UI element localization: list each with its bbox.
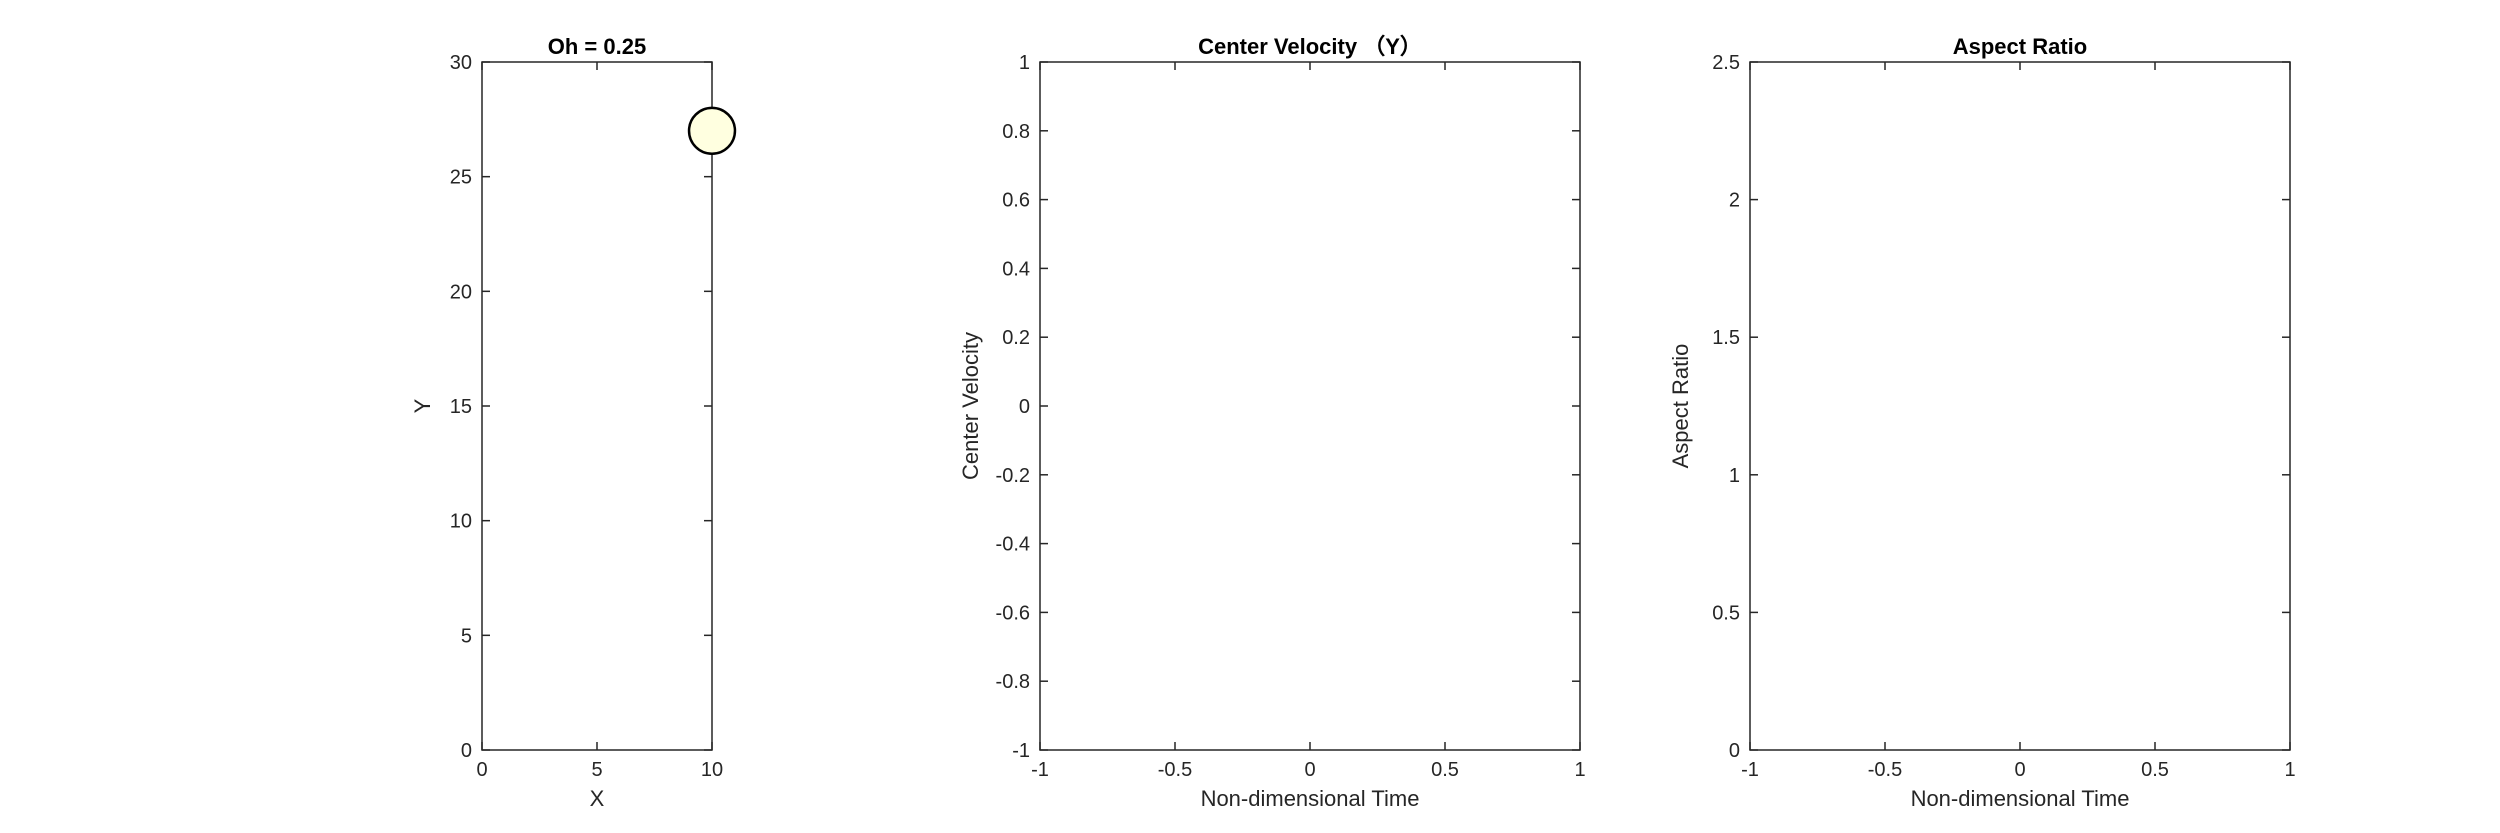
y-tick-label-velocity: 0: [1019, 396, 1030, 418]
y-tick-label-position: 15: [450, 396, 472, 418]
y-tick-labels-aspect-ratio: 0 0.5 1 1.5 2 2.5: [1712, 52, 1740, 762]
y-tick-label-velocity: -0.6: [996, 602, 1030, 624]
y-tick-label-position: 0: [461, 740, 472, 762]
panel-position: 0 5 10 0 5 10 15 20 25 30 Oh = 0.25 X Y: [410, 34, 737, 811]
x-tick-label-velocity: -0.5: [1158, 759, 1192, 781]
y-tick-label-velocity: -0.2: [996, 465, 1030, 487]
y-tick-labels-position: 0 5 10 15 20 25 30: [450, 52, 472, 762]
x-tick-label-position: 10: [701, 759, 723, 781]
plot-area-velocity: [1039, 61, 1581, 751]
x-axis-label-position: X: [590, 786, 605, 811]
y-tick-label-velocity: 0.2: [1002, 327, 1030, 349]
y-tick-label-aspect-ratio: 0.5: [1712, 602, 1740, 624]
x-tick-label-aspect-ratio: 1: [2284, 759, 2295, 781]
tick-marks-position: [481, 61, 713, 751]
x-tick-labels-aspect-ratio: -1 -0.5 0 0.5 1: [1741, 759, 2295, 781]
y-tick-labels-velocity: -1 -0.8 -0.6 -0.4 -0.2 0 0.2 0.4 0.6 0.8 1: [996, 52, 1030, 762]
droplet-shape: [687, 106, 737, 156]
x-tick-label-velocity: -1: [1031, 759, 1049, 781]
y-tick-label-velocity: 1: [1019, 52, 1030, 74]
x-tick-label-aspect-ratio: -0.5: [1868, 759, 1902, 781]
x-axis-label-aspect-ratio: Non-dimensional Time: [1911, 786, 2130, 811]
y-tick-label-position: 25: [450, 167, 472, 189]
tick-marks-velocity: [1039, 61, 1581, 751]
x-tick-label-velocity: 0: [1304, 759, 1315, 781]
chart-title-velocity: Center Velocity （Y）: [1198, 34, 1422, 59]
panel-aspect-ratio: -1 -0.5 0 0.5 1 0 0.5 1 1.5 2 2.5 Aspect Ratio No…: [1668, 34, 2296, 811]
x-tick-label-position: 5: [591, 759, 602, 781]
y-tick-label-position: 20: [450, 281, 472, 303]
chart-title-aspect-ratio: Aspect Ratio: [1953, 34, 2087, 59]
plot-area-position: [481, 61, 713, 751]
y-tick-label-velocity: 0.4: [1002, 258, 1030, 280]
x-tick-label-aspect-ratio: 0.5: [2141, 759, 2169, 781]
y-tick-label-position: 30: [450, 52, 472, 74]
y-tick-label-velocity: 0.6: [1002, 190, 1030, 212]
x-tick-label-aspect-ratio: -1: [1741, 759, 1759, 781]
x-tick-label-aspect-ratio: 0: [2014, 759, 2025, 781]
y-tick-label-velocity: -0.8: [996, 671, 1030, 693]
y-axis-label-velocity: Center Velocity: [958, 332, 983, 480]
plot-area-aspect-ratio: [1749, 61, 2291, 751]
tick-marks-aspect-ratio: [1749, 61, 2291, 751]
x-axis-label-velocity: Non-dimensional Time: [1201, 786, 1420, 811]
x-tick-label-position: 0: [476, 759, 487, 781]
y-tick-label-aspect-ratio: 1.5: [1712, 327, 1740, 349]
y-axis-label-aspect-ratio: Aspect Ratio: [1668, 344, 1693, 469]
y-tick-label-aspect-ratio: 1: [1729, 465, 1740, 487]
chart-title-position: Oh = 0.25: [548, 34, 646, 59]
y-tick-label-position: 5: [461, 625, 472, 647]
y-tick-label-aspect-ratio: 2: [1729, 190, 1740, 212]
y-tick-label-velocity: -1: [1012, 740, 1030, 762]
x-tick-labels-velocity: -1 -0.5 0 0.5 1: [1031, 759, 1585, 781]
y-tick-label-position: 10: [450, 511, 472, 533]
y-tick-label-velocity: 0.8: [1002, 121, 1030, 143]
panel-velocity: -1 -0.5 0 0.5 1 -1 -0.8 -0.6 -0.4 -0.2 0 0.2 0.4 0.6…: [958, 34, 1586, 811]
y-axis-label-position: Y: [410, 398, 435, 413]
y-tick-label-velocity: -0.4: [996, 534, 1030, 556]
x-tick-label-velocity: 1: [1574, 759, 1585, 781]
x-tick-labels-position: 0 5 10: [476, 759, 723, 781]
y-tick-label-aspect-ratio: 2.5: [1712, 52, 1740, 74]
x-tick-label-velocity: 0.5: [1431, 759, 1459, 781]
y-tick-label-aspect-ratio: 0: [1729, 740, 1740, 762]
